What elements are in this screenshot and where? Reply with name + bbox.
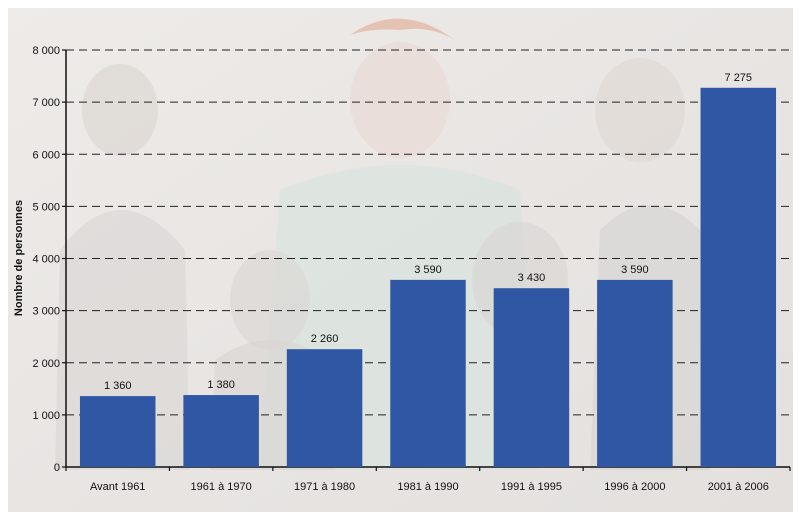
x-tick-label: 2001 à 2006	[708, 481, 769, 493]
y-tick-label: 1 000	[32, 410, 60, 422]
y-tick-label: 8 000	[32, 45, 60, 57]
bar	[79, 396, 156, 467]
y-tick-label: 2 000	[32, 358, 60, 370]
x-tick-label: 1981 à 1990	[397, 481, 458, 493]
x-tick-label: 1971 à 1980	[294, 481, 355, 493]
y-tick-label: 0	[54, 462, 60, 474]
x-tick-label: 1961 à 1970	[191, 481, 252, 493]
y-tick-label: 7 000	[32, 97, 60, 109]
y-tick-label: 6 000	[32, 149, 60, 161]
x-tick-label: 1991 à 1995	[501, 481, 562, 493]
data-label: 3 590	[621, 264, 649, 276]
x-tick-label: Avant 1961	[90, 481, 145, 493]
data-label: 3 430	[518, 272, 546, 284]
data-label: 3 590	[414, 264, 442, 276]
y-tick-label: 3 000	[32, 306, 60, 318]
background-illustration	[8, 8, 793, 512]
x-tick-label: 1996 à 2000	[604, 481, 665, 493]
data-label: 1 380	[207, 379, 235, 391]
bar	[493, 288, 570, 467]
bar	[390, 279, 466, 467]
bar	[597, 279, 673, 467]
y-tick-label: 4 000	[32, 254, 60, 266]
y-axis-label: Nombre de personnes	[13, 200, 25, 316]
labels: 0 1 000 2 000 3 000 4 000 5 000 6 000 7 000 8 00…	[32, 45, 768, 493]
bar	[183, 395, 259, 467]
y-tick-label: 5 000	[32, 201, 60, 213]
bar	[286, 349, 363, 467]
bars	[79, 87, 777, 468]
data-label: 7 275	[725, 72, 753, 84]
data-label: 1 360	[104, 380, 132, 392]
bar	[700, 87, 777, 468]
data-label: 2 260	[311, 333, 339, 345]
